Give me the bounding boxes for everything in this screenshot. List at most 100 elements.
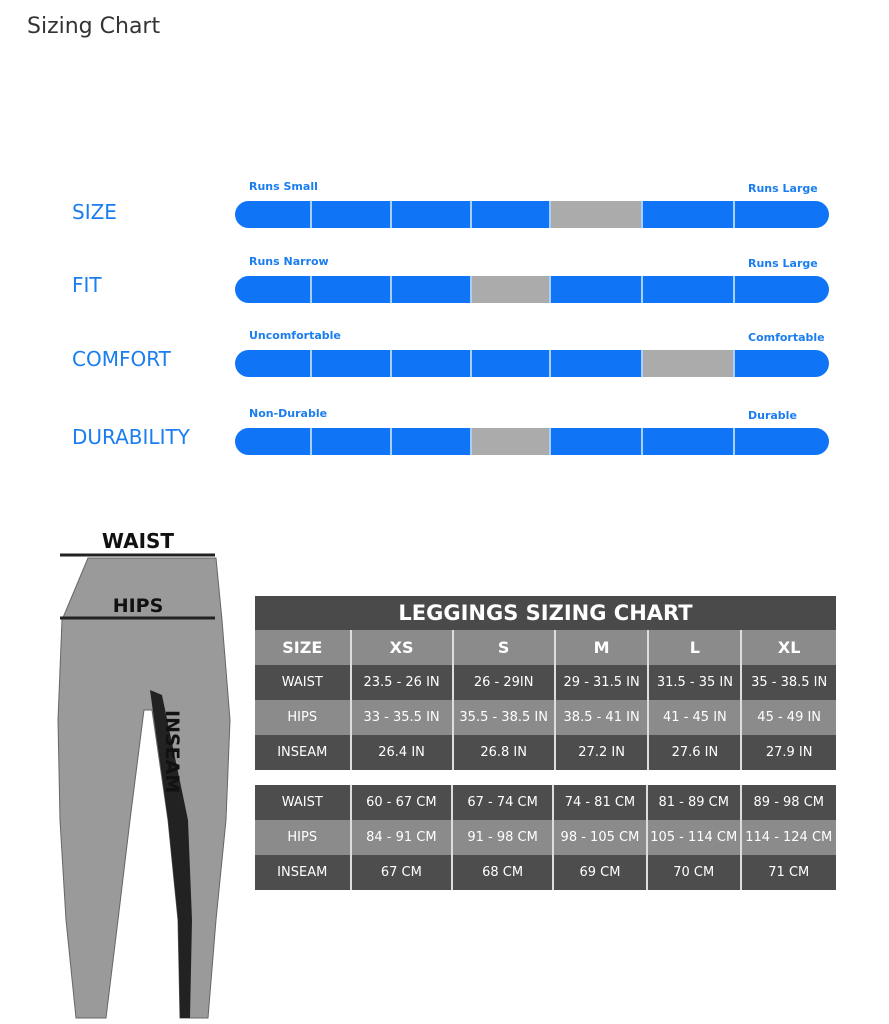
table-cell: 74 - 81 CM: [552, 785, 648, 820]
table-cell: 35 - 38.5 IN: [741, 665, 836, 700]
row-label: WAIST: [255, 785, 352, 820]
table-row: HIPS 33 - 35.5 IN 35.5 - 38.5 IN 38.5 - 41 …: [255, 700, 836, 735]
table-cell: 35.5 - 38.5 IN: [452, 700, 556, 735]
table-row: WAIST 60 - 67 CM 67 - 74 CM 74 - 81 CM 81 - …: [255, 785, 836, 820]
table-cell: 71 CM: [740, 855, 836, 890]
table-cell: 81 - 89 CM: [646, 785, 742, 820]
rating-max-label: Comfortable: [748, 331, 825, 344]
table-cell: 67 CM: [350, 855, 454, 890]
rating-segment: [392, 201, 472, 228]
rating-segment: [643, 201, 735, 228]
row-label: INSEAM: [255, 855, 352, 890]
rating-segment: [735, 350, 829, 377]
rating-segment: [551, 276, 643, 303]
rating-min-label: Uncomfortable: [249, 329, 341, 342]
header-cell: L: [648, 630, 743, 665]
table-cell: 33 - 35.5 IN: [350, 700, 454, 735]
table-cell: 67 - 74 CM: [452, 785, 554, 820]
header-cell: XL: [741, 630, 836, 665]
table-cell: 60 - 67 CM: [350, 785, 454, 820]
header-cell: SIZE: [255, 630, 352, 665]
rating-segment: [312, 276, 392, 303]
table-cell: 41 - 45 IN: [648, 700, 743, 735]
table-cell: 114 - 124 CM: [740, 820, 836, 855]
row-label: HIPS: [255, 820, 352, 855]
table-cell: 31.5 - 35 IN: [648, 665, 743, 700]
rating-segment-selected: [551, 201, 643, 228]
rating-segment-selected: [472, 428, 551, 455]
page-title: Sizing Chart: [27, 14, 161, 39]
rating-label: COMFORT: [72, 347, 171, 371]
rating-segment: [472, 350, 551, 377]
row-label: WAIST: [255, 665, 352, 700]
rating-segment: [551, 428, 643, 455]
table-cell: 68 CM: [452, 855, 554, 890]
table-cell: 27.9 IN: [741, 735, 836, 770]
leggings-illustration: WAIST HIPS INSEAM: [57, 529, 231, 1019]
table-cell: 98 - 105 CM: [552, 820, 648, 855]
table-header-row: SIZE XS S M L XL: [255, 630, 836, 665]
rating-min-label: Non-Durable: [249, 407, 328, 420]
table-cell: 105 - 114 CM: [646, 820, 742, 855]
rating-label: FIT: [72, 273, 102, 297]
sizing-table-cm: WAIST 60 - 67 CM 67 - 74 CM 74 - 81 CM 81 - …: [255, 785, 836, 890]
rating-bar: [235, 428, 829, 455]
table-row: INSEAM 67 CM 68 CM 69 CM 70 CM 71 CM: [255, 855, 836, 890]
table-title: LEGGINGS SIZING CHART: [255, 596, 836, 630]
rating-label: DURABILITY: [72, 425, 190, 449]
waist-label: WAIST: [102, 529, 174, 553]
rating-segment-selected: [472, 276, 551, 303]
sizing-table-inches: LEGGINGS SIZING CHART SIZE XS S M L XL WAIST 2…: [255, 596, 836, 770]
rating-segment: [235, 276, 312, 303]
rating-bar: [235, 276, 829, 303]
table-cell: 84 - 91 CM: [350, 820, 454, 855]
rating-segment: [312, 350, 392, 377]
inseam-label: INSEAM: [161, 710, 183, 793]
header-cell: S: [452, 630, 556, 665]
rating-segment: [235, 350, 312, 377]
table-cell: 27.2 IN: [554, 735, 650, 770]
rating-segment: [735, 201, 829, 228]
rating-bar: [235, 350, 829, 377]
header-cell: M: [554, 630, 650, 665]
row-label: HIPS: [255, 700, 352, 735]
rating-segment: [551, 350, 643, 377]
table-cell: 26.4 IN: [350, 735, 454, 770]
rating-segment: [312, 201, 392, 228]
table-cell: 26 - 29IN: [452, 665, 556, 700]
rating-segment: [235, 428, 312, 455]
table-cell: 91 - 98 CM: [452, 820, 554, 855]
rating-segment: [472, 201, 551, 228]
rating-segment: [735, 428, 829, 455]
rating-segment: [643, 276, 735, 303]
table-row: HIPS 84 - 91 CM 91 - 98 CM 98 - 105 CM 105 -…: [255, 820, 836, 855]
header-cell: XS: [350, 630, 454, 665]
rating-segment: [392, 428, 472, 455]
table-cell: 27.6 IN: [648, 735, 743, 770]
table-cell: 29 - 31.5 IN: [554, 665, 650, 700]
table-cell: 70 CM: [646, 855, 742, 890]
table-cell: 45 - 49 IN: [741, 700, 836, 735]
table-cell: 38.5 - 41 IN: [554, 700, 650, 735]
rating-max-label: Durable: [748, 409, 797, 422]
table-cell: 69 CM: [552, 855, 648, 890]
rating-bar: [235, 201, 829, 228]
rating-segment: [735, 276, 829, 303]
rating-segment: [235, 201, 312, 228]
rating-min-label: Runs Small: [249, 180, 318, 193]
rating-min-label: Runs Narrow: [249, 255, 329, 268]
rating-segment: [392, 350, 472, 377]
table-row: INSEAM 26.4 IN 26.8 IN 27.2 IN 27.6 IN 27.9 I…: [255, 735, 836, 770]
hips-label: HIPS: [113, 595, 164, 617]
table-cell: 89 - 98 CM: [740, 785, 836, 820]
row-label: INSEAM: [255, 735, 352, 770]
rating-segment: [312, 428, 392, 455]
rating-segment: [392, 276, 472, 303]
table-cell: 23.5 - 26 IN: [350, 665, 454, 700]
rating-label: SIZE: [72, 200, 117, 224]
table-cell: 26.8 IN: [452, 735, 556, 770]
rating-segment-selected: [643, 350, 735, 377]
rating-max-label: Runs Large: [748, 182, 818, 195]
rating-segment: [643, 428, 735, 455]
table-row: WAIST 23.5 - 26 IN 26 - 29IN 29 - 31.5 IN 31…: [255, 665, 836, 700]
